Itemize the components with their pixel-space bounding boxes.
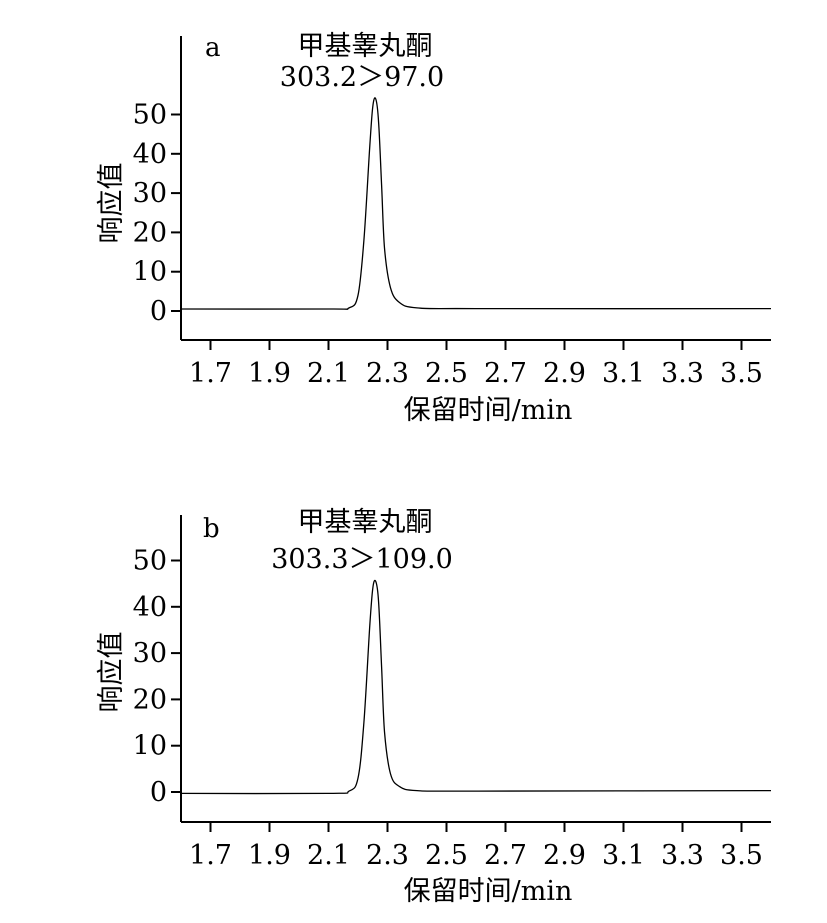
y-tick-label: 0 bbox=[150, 296, 167, 327]
y-ticks: 0 10 20 30 40 50 bbox=[133, 100, 181, 327]
y-axis-label-a: 响应值 bbox=[96, 163, 127, 244]
y-axis-label-b: 响应值 bbox=[96, 632, 127, 713]
x-tick-label: 3.1 bbox=[602, 840, 645, 871]
y-tick-label: 30 bbox=[133, 638, 167, 669]
x-tick-label: 2.7 bbox=[484, 840, 527, 871]
y-tick-label: 50 bbox=[133, 546, 167, 577]
y-tick-label: 50 bbox=[133, 100, 167, 131]
x-tick-label: 2.1 bbox=[307, 840, 350, 871]
y-tick-label: 10 bbox=[133, 731, 167, 762]
x-tick-label: 3.5 bbox=[720, 358, 763, 389]
y-tick-label: 40 bbox=[133, 139, 167, 170]
x-ticks: 1.7 1.9 2.1 2.3 2.5 2.7 2.9 3.1 3.3 3.5 bbox=[189, 822, 763, 871]
x-tick-label: 2.9 bbox=[543, 358, 586, 389]
x-tick-label: 1.9 bbox=[248, 358, 291, 389]
transition-label-b: 303.3＞109.0 bbox=[271, 544, 453, 575]
chart-panel-b: 0 10 20 30 40 50 1.7 1.9 2.1 2.3 2.5 2.7 2.9 3.1 3.3 3… bbox=[96, 507, 772, 907]
x-tick-label: 1.7 bbox=[189, 358, 232, 389]
x-tick-label: 1.9 bbox=[248, 840, 291, 871]
compound-name-a: 甲基睾丸酮 bbox=[298, 31, 433, 62]
y-tick-label: 30 bbox=[133, 178, 167, 209]
y-tick-label: 20 bbox=[133, 684, 167, 715]
x-tick-label: 1.7 bbox=[189, 840, 232, 871]
panel-label-a: a bbox=[205, 33, 221, 63]
x-tick-label: 2.5 bbox=[425, 358, 468, 389]
y-tick-label: 40 bbox=[133, 592, 167, 623]
y-tick-label: 20 bbox=[133, 217, 167, 248]
x-tick-label: 2.9 bbox=[543, 840, 586, 871]
x-tick-label: 3.1 bbox=[602, 358, 645, 389]
chromatogram-line-a bbox=[180, 97, 772, 310]
y-tick-label: 10 bbox=[133, 257, 167, 288]
x-tick-label: 3.5 bbox=[720, 840, 763, 871]
x-tick-label: 3.3 bbox=[661, 840, 704, 871]
x-tick-label: 3.3 bbox=[661, 358, 704, 389]
x-tick-label: 2.3 bbox=[366, 840, 409, 871]
x-axis-label-b: 保留时间/min bbox=[404, 876, 573, 907]
y-tick-label: 0 bbox=[150, 777, 167, 808]
x-axis-label-a: 保留时间/min bbox=[404, 395, 573, 426]
y-ticks: 0 10 20 30 40 50 bbox=[133, 546, 181, 808]
x-tick-label: 2.1 bbox=[307, 358, 350, 389]
transition-label-a: 303.2＞97.0 bbox=[280, 62, 444, 93]
chart-panel-a: 0 10 20 30 40 50 1.7 1.9 2.1 2.3 2.5 2.7 2.9 3.1 3.3 3… bbox=[96, 31, 772, 426]
panel-label-b: b bbox=[203, 514, 220, 544]
x-tick-label: 2.5 bbox=[425, 840, 468, 871]
chromatogram-line-b bbox=[180, 579, 772, 795]
x-tick-label: 2.3 bbox=[366, 358, 409, 389]
x-tick-label: 2.7 bbox=[484, 358, 527, 389]
x-ticks: 1.7 1.9 2.1 2.3 2.5 2.7 2.9 3.1 3.3 3.5 bbox=[189, 340, 763, 389]
compound-name-b: 甲基睾丸酮 bbox=[298, 507, 433, 538]
